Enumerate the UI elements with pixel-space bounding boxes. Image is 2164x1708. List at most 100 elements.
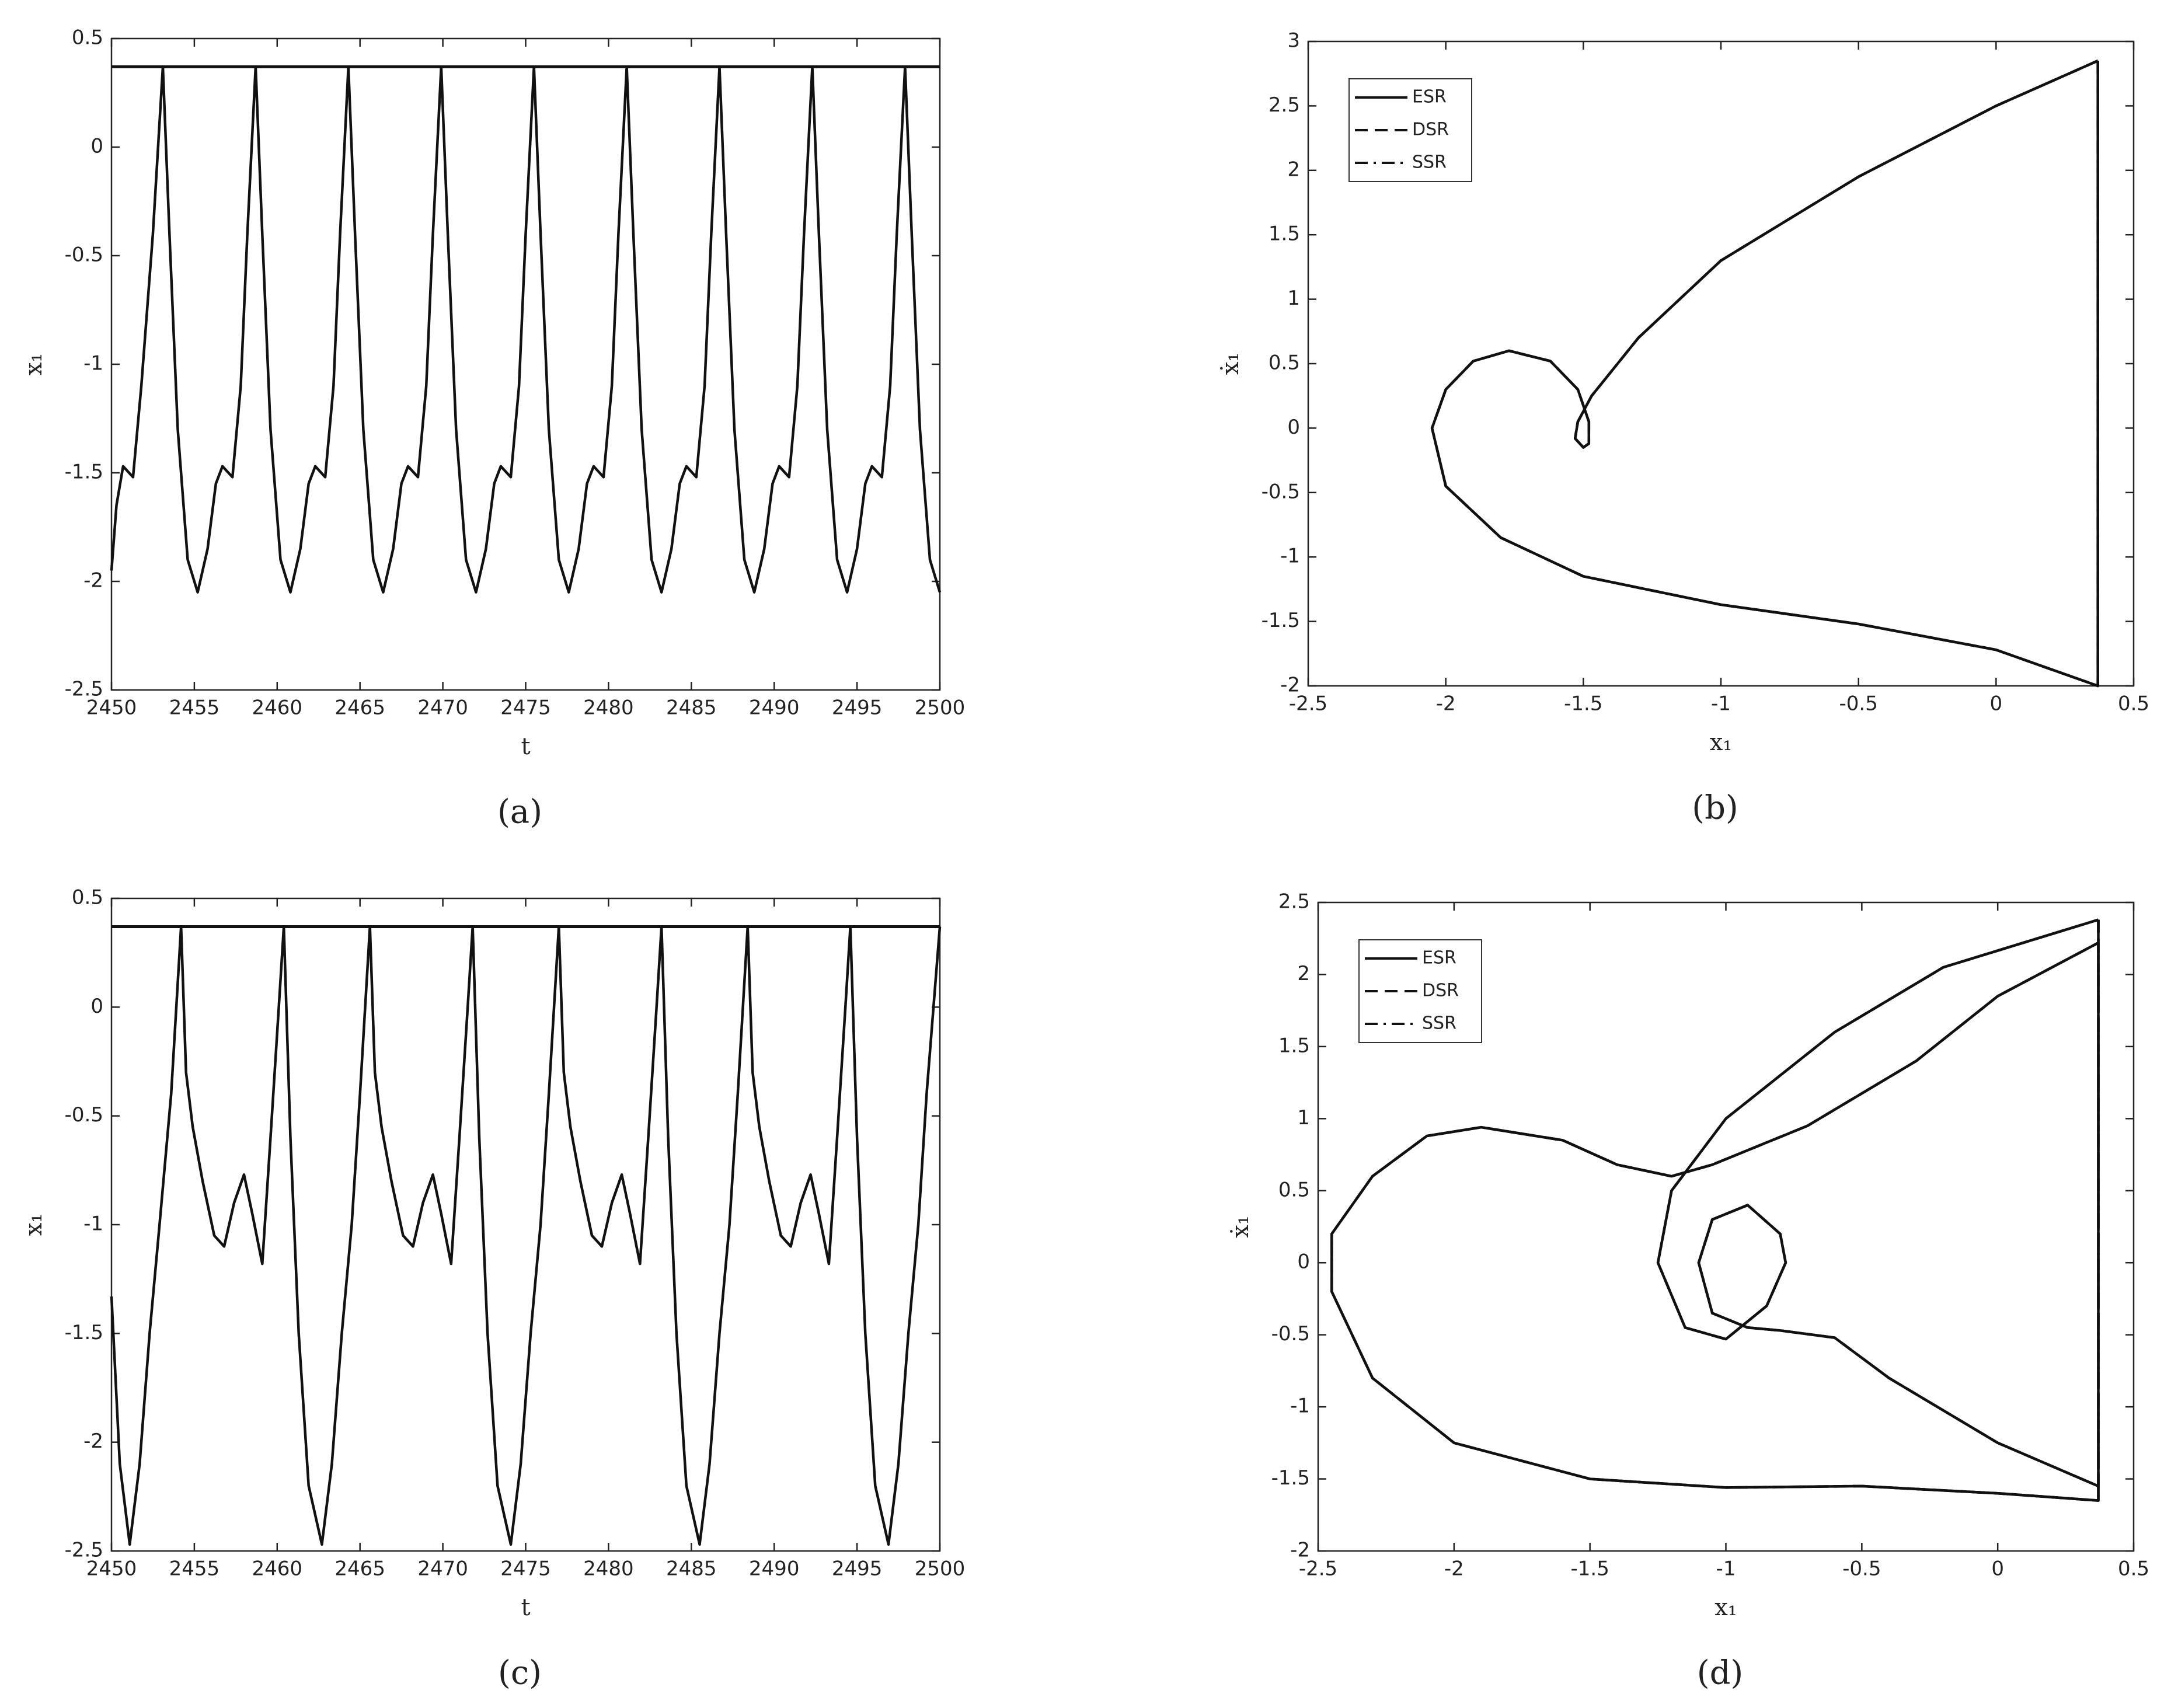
plot-area <box>110 897 941 1552</box>
x-tick-label: 2490 <box>749 696 800 720</box>
x-tick-label: 2460 <box>252 1557 303 1581</box>
y-tick-label: -1 <box>1280 545 1300 568</box>
legend-box <box>1348 78 1472 182</box>
y-tick-label: -1 <box>83 1212 103 1236</box>
x-tick-label: 2485 <box>666 1557 717 1581</box>
x-tick-label: -2 <box>1436 692 1456 716</box>
x-tick-label: -2.5 <box>1289 692 1327 716</box>
x-tick-label: 2475 <box>500 1557 551 1581</box>
x-tick-label: 2495 <box>832 1557 883 1581</box>
x-tick-label: -1.5 <box>1564 692 1602 716</box>
x-tick-label: 0 <box>1990 692 2003 716</box>
y-tick-label: -1.5 <box>1271 1466 1310 1490</box>
x-tick-label: 2480 <box>583 1557 634 1581</box>
y-tick-label: -2 <box>1280 674 1300 697</box>
panel-label: (a) <box>497 793 542 831</box>
x-tick-label: 2450 <box>86 696 137 720</box>
x-axis-label: t <box>521 733 530 760</box>
y-tick-label: -1.5 <box>65 461 103 484</box>
y-tick-label: 0 <box>1297 1250 1310 1274</box>
legend-label: ESR <box>1422 948 1456 968</box>
x-tick-label: 2485 <box>666 696 717 720</box>
y-tick-label: 2.5 <box>1278 890 1310 914</box>
y-tick-label: 0 <box>90 135 103 158</box>
legend-label: DSR <box>1422 981 1459 1001</box>
x-axis-label: x₁ <box>1710 729 1733 756</box>
legend-box <box>1358 939 1482 1043</box>
y-axis-label: ẋ₁ <box>1227 1215 1254 1238</box>
panel-label: (d) <box>1697 1654 1744 1692</box>
x-tick-label: 2490 <box>749 1557 800 1581</box>
y-tick-label: 0 <box>90 995 103 1018</box>
x-tick-label: 2455 <box>169 696 220 720</box>
y-tick-label: 1 <box>1287 287 1300 310</box>
y-tick-label: -0.5 <box>1262 480 1300 503</box>
y-tick-label: 2.5 <box>1269 93 1300 117</box>
x-tick-label: -0.5 <box>1839 692 1877 716</box>
panel: 2450 2455 2460 2465 2470 2475 2480 2485 2490 2495… <box>20 886 965 1692</box>
x-tick-label: 2465 <box>334 1557 385 1581</box>
y-tick-label: 2 <box>1287 158 1300 181</box>
x-tick-label: 0.5 <box>2118 1557 2149 1581</box>
y-tick-label: -1.5 <box>1262 609 1300 632</box>
panel: -2.5 -2 -1.5 -1 -0.5 0 0.5-2-1.5-1-0.500.511.5… <box>1227 890 2149 1692</box>
y-tick-label: -2 <box>83 569 103 592</box>
y-tick-label: -2.5 <box>65 1539 103 1562</box>
y-tick-label: 0.5 <box>1269 351 1300 375</box>
x-tick-label: 2465 <box>334 696 385 720</box>
legend-label: ESR <box>1412 87 1447 107</box>
x-tick-label: -1.5 <box>1570 1557 1609 1581</box>
x-tick-label: -1 <box>1711 692 1731 716</box>
x-tick-label: 2480 <box>583 696 634 720</box>
y-tick-label: 1 <box>1297 1106 1310 1130</box>
y-tick-label: 3 <box>1287 29 1300 53</box>
x-axis-label: t <box>521 1594 530 1621</box>
series-line <box>1330 918 2100 1502</box>
x-tick-label: -2 <box>1444 1557 1464 1581</box>
y-tick-label: 0.5 <box>1278 1178 1310 1201</box>
x-tick-label: 2500 <box>915 1557 966 1581</box>
panel: 2450 2455 2460 2465 2470 2475 2480 2485 2490 2495… <box>20 26 965 831</box>
y-tick-label: 0.5 <box>72 886 103 909</box>
y-tick-label: -0.5 <box>1271 1322 1310 1346</box>
y-tick-label: -0.5 <box>65 1103 103 1127</box>
plot-area <box>110 37 941 691</box>
y-tick-label: 0.5 <box>72 26 103 50</box>
panel-label: (c) <box>498 1654 542 1692</box>
y-axis-label: x₁ <box>20 353 47 376</box>
y-tick-label: -2 <box>83 1430 103 1453</box>
x-tick-label: 2455 <box>169 1557 220 1581</box>
x-tick-label: 0.5 <box>2118 692 2149 716</box>
x-tick-label: -2.5 <box>1299 1557 1337 1581</box>
x-tick-label: 2470 <box>417 696 468 720</box>
panel-label: (b) <box>1692 789 1738 827</box>
y-tick-label: 1.5 <box>1278 1034 1310 1057</box>
series-line <box>110 925 942 1546</box>
legend-label: SSR <box>1412 152 1447 173</box>
x-tick-label: 2495 <box>832 696 883 720</box>
y-tick-label: 2 <box>1297 962 1310 985</box>
series-line <box>1430 60 2099 688</box>
x-tick-label: 2450 <box>86 1557 137 1581</box>
series-line <box>110 65 942 594</box>
x-tick-label: 2460 <box>252 696 303 720</box>
legend-label: SSR <box>1422 1013 1456 1034</box>
y-tick-label: 0 <box>1287 416 1300 439</box>
x-tick-label: 0 <box>1991 1557 2004 1581</box>
legend-label: DSR <box>1412 120 1449 140</box>
x-tick-label: -1 <box>1716 1557 1736 1581</box>
y-tick-label: -1 <box>83 352 103 375</box>
x-tick-label: -0.5 <box>1842 1557 1881 1581</box>
y-tick-label: -2.5 <box>65 678 103 701</box>
y-axis-label: ẋ₁ <box>1217 353 1244 375</box>
x-tick-label: 2500 <box>915 696 966 720</box>
y-tick-label: -1 <box>1290 1395 1310 1418</box>
panel: -2.5 -2 -1.5 -1 -0.5 0 0.5-2-1.5-1-0.500.511.5… <box>1217 29 2149 827</box>
x-tick-label: 2470 <box>417 1557 468 1581</box>
y-tick-label: -0.5 <box>65 243 103 267</box>
y-tick-label: 1.5 <box>1269 222 1300 246</box>
y-tick-label: -2 <box>1290 1539 1310 1562</box>
y-axis-label: x₁ <box>20 1214 47 1236</box>
x-axis-label: x₁ <box>1715 1594 1737 1621</box>
